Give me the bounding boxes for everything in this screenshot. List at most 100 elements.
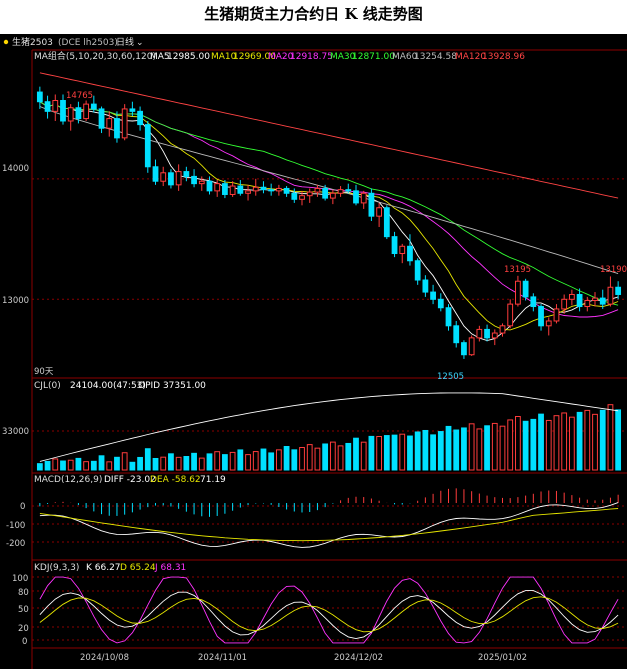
ma20-number: 12918.75 (290, 52, 333, 62)
price-tick-14000: 14000 (2, 164, 29, 174)
candle-body (445, 307, 452, 327)
candle (368, 188, 375, 221)
macd-dea-value: DEA -58.62 (150, 475, 201, 485)
volume-bar (222, 454, 228, 471)
candle (576, 288, 583, 312)
volume-bar (360, 441, 367, 471)
volume-bar (383, 435, 390, 471)
candle-body (345, 189, 352, 192)
ma120-value: MA120 (455, 52, 486, 62)
kdj-layer (39, 576, 619, 644)
candle-body (114, 118, 120, 139)
volume-bar (67, 459, 74, 471)
candle-body (422, 279, 429, 293)
macd-tick-0: 0 (20, 502, 25, 512)
macd-tick-minus200: -200 (6, 539, 25, 549)
candle-body (461, 342, 467, 356)
volume-bar (553, 415, 560, 471)
ma5-line (39, 101, 619, 341)
candle-body (137, 110, 143, 126)
candle (376, 202, 383, 228)
volume-bars-layer (36, 392, 622, 471)
volume-bar (399, 433, 406, 471)
candle-body (260, 186, 267, 191)
candle (399, 243, 406, 264)
candle-body (152, 166, 159, 182)
candle-body (499, 325, 506, 334)
candle-body (168, 172, 174, 186)
exchange-code: (DCE lh2503) (58, 38, 118, 48)
candle (229, 181, 236, 197)
volume-bar (75, 457, 82, 471)
volume-bar (275, 449, 282, 471)
moving-average-lines (39, 72, 619, 341)
candle (198, 176, 205, 191)
volume-bar (476, 428, 483, 471)
macd-tick-minus100: -100 (6, 521, 25, 531)
volume-bar (522, 420, 529, 471)
candle-body (437, 298, 444, 309)
volume-bar (299, 446, 305, 471)
volume-bar (283, 446, 290, 471)
candle (561, 294, 568, 314)
volume-bar (83, 461, 90, 471)
volume-bar (129, 461, 136, 471)
contract-name[interactable]: 生猪2503 (12, 36, 53, 48)
candle (306, 188, 313, 203)
recent-high-annotation-2: 13190 (600, 265, 627, 275)
candle (461, 340, 467, 359)
candle (430, 284, 436, 305)
volume-bar (530, 418, 537, 471)
volume-bar (422, 429, 429, 471)
ma10-value: MA10 (211, 52, 237, 62)
kdj-k-value: K 66.27 (86, 563, 121, 573)
candle (468, 335, 475, 356)
candle (129, 101, 136, 117)
candle (260, 181, 267, 194)
candle (553, 304, 560, 324)
ma30-value: MA30 (330, 52, 356, 62)
volume-bar (44, 460, 51, 471)
volume-bar (576, 411, 583, 471)
candle-body (291, 192, 298, 200)
chevron-down-icon[interactable]: ⌄ (136, 38, 144, 48)
recent-high-annotation-1: 13195 (504, 265, 531, 275)
candle-body (329, 192, 336, 199)
candle-body (275, 187, 282, 192)
candle (137, 106, 143, 131)
volume-bar (430, 434, 436, 471)
candle (52, 94, 59, 121)
kdj-k-line (39, 590, 619, 640)
candle (515, 275, 521, 307)
candle-body (522, 280, 529, 298)
candle-body (144, 124, 151, 168)
volume-bar (114, 456, 120, 471)
candle (299, 190, 305, 206)
candle (599, 289, 606, 309)
price-tick-13000: 13000 (2, 296, 29, 306)
candle-body (545, 320, 552, 327)
volume-bar (353, 437, 359, 471)
candle-body (553, 308, 560, 322)
volume-bar (245, 454, 251, 471)
volume-bar (198, 457, 205, 471)
candle (44, 95, 51, 119)
candle-body (491, 332, 498, 339)
volume-bar (453, 429, 460, 471)
date-tick-2: 2024/11/01 (198, 653, 247, 663)
kdj-j-line (39, 576, 619, 644)
period-select[interactable]: 日线 (116, 36, 134, 48)
candle (607, 276, 614, 307)
volume-bar (291, 449, 298, 471)
candle (252, 178, 259, 196)
ma5-value: MA5 (150, 52, 170, 62)
candle-body (515, 280, 521, 305)
candle (67, 104, 74, 131)
volume-bar (592, 413, 598, 471)
candle-body (206, 180, 213, 192)
candle-body (584, 300, 591, 308)
kdj-tick-0: 0 (22, 637, 27, 647)
candle-body (106, 118, 113, 129)
ma120-line (39, 72, 619, 199)
candle (314, 184, 321, 197)
